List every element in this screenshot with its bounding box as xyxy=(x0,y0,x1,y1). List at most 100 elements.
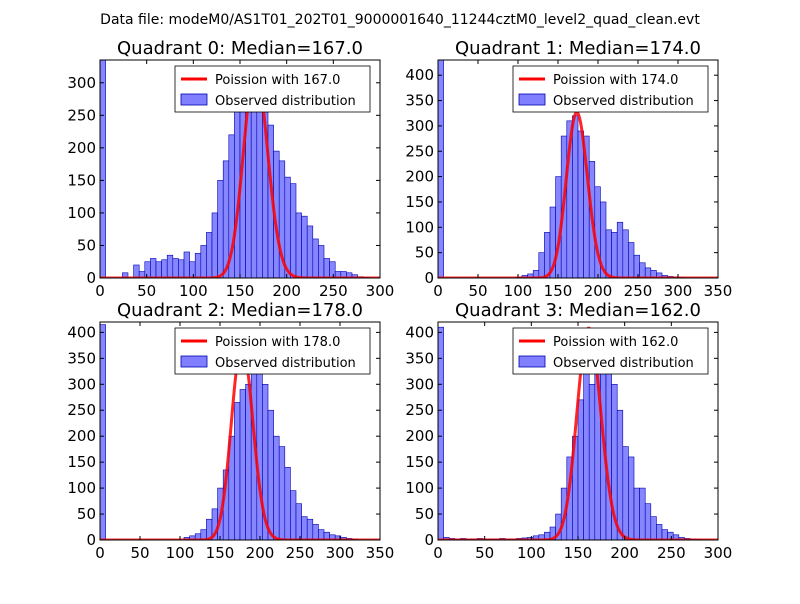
poisson-curve xyxy=(438,326,718,540)
y-tick-label: 250 xyxy=(405,142,434,160)
x-tick-label: 250 xyxy=(624,282,653,300)
legend-histogram-label: Observed distribution xyxy=(553,94,694,109)
histogram-bar xyxy=(622,446,629,540)
plot-area xyxy=(438,60,718,278)
histogram-bar xyxy=(633,487,640,540)
histogram-bar xyxy=(438,60,444,278)
histogram-bar xyxy=(312,524,319,540)
histogram-bar xyxy=(239,389,246,540)
legend-poisson-label: Poission with 178.0 xyxy=(215,335,340,350)
legend-box xyxy=(174,327,371,375)
legend-poisson-label: Poission with 162.0 xyxy=(553,335,678,350)
histogram-bar xyxy=(290,183,297,278)
y-tick-label: 350 xyxy=(405,349,434,367)
histogram-bar xyxy=(100,324,106,540)
histogram-bar xyxy=(211,212,218,278)
y-tick-label: 100 xyxy=(67,204,96,222)
y-tick-label: 100 xyxy=(67,479,96,497)
x-tick-label: 100 xyxy=(179,282,208,300)
histogram-bar xyxy=(290,490,297,540)
y-tick-label: 300 xyxy=(405,117,434,135)
x-tick-label: 300 xyxy=(664,282,693,300)
histogram-bar xyxy=(284,176,291,278)
x-tick-label: 0 xyxy=(433,544,443,562)
histogram-bar xyxy=(161,259,168,278)
histogram-bar xyxy=(217,180,224,278)
legend-box xyxy=(512,65,709,113)
histogram-bar xyxy=(323,258,330,278)
histogram-bar xyxy=(639,262,646,278)
histogram-bar xyxy=(318,529,325,540)
y-tick-label: 200 xyxy=(405,427,434,445)
chart-panel-0: 0 50 100 150 200 250 300 0 50 100 150 200 250 300 Quad… xyxy=(67,38,394,300)
histogram-bar xyxy=(301,215,308,278)
histogram-bar xyxy=(588,383,596,540)
histogram-bar xyxy=(301,516,308,540)
y-tick-label: 150 xyxy=(405,453,434,471)
legend-box xyxy=(512,327,709,375)
histogram-bar xyxy=(256,347,263,540)
x-tick-label: 50 xyxy=(137,282,156,300)
histogram-bar xyxy=(306,518,314,540)
x-tick-label: 150 xyxy=(544,282,573,300)
histogram-bar xyxy=(661,529,668,540)
histogram-bar xyxy=(622,229,629,278)
legend-histogram-swatch xyxy=(518,93,546,106)
histogram-bar xyxy=(183,251,190,278)
histogram-bar xyxy=(544,232,551,278)
histogram-bar xyxy=(639,487,646,540)
histogram-bar xyxy=(577,130,584,278)
histogram-bar xyxy=(200,245,207,278)
axes-frame xyxy=(99,321,381,541)
y-tick-label: 150 xyxy=(405,193,434,211)
x-tick-label: 200 xyxy=(584,282,613,300)
x-tick-label: 100 xyxy=(166,544,195,562)
histogram-bar xyxy=(650,516,657,540)
legend-histogram-label: Observed distribution xyxy=(553,356,694,371)
histogram-bar xyxy=(295,503,302,540)
histogram-bar xyxy=(306,225,314,278)
histogram-bar xyxy=(538,252,545,278)
chart-panel-1: 0 50 100 150 200 250 300 350 0 50 100 150 200 250 300 3… xyxy=(405,38,732,300)
y-tick-label: 0 xyxy=(424,531,434,549)
y-tick-label: 350 xyxy=(67,349,96,367)
poisson-curve xyxy=(100,67,380,278)
histogram-bar xyxy=(351,274,358,278)
histogram-bar xyxy=(577,399,584,540)
x-tick-label: 350 xyxy=(366,544,395,562)
histogram-bar xyxy=(329,261,336,278)
y-tick-label: 50 xyxy=(77,236,96,254)
histogram-bar xyxy=(295,212,302,278)
x-tick-label: 50 xyxy=(475,544,494,562)
histogram-bar xyxy=(318,245,325,278)
y-tick-label: 0 xyxy=(86,531,96,549)
x-tick-label: 300 xyxy=(326,544,355,562)
chart-panel-2: 0 50 100 150 200 250 300 350 0 50 100 150 200 250 300 3… xyxy=(67,300,394,562)
histogram-bar xyxy=(616,409,624,540)
y-tick-label: 400 xyxy=(67,323,96,341)
x-tick-label: 350 xyxy=(704,282,733,300)
chart-title: Quadrant 3: Median=162.0 xyxy=(455,300,701,321)
histogram-bar xyxy=(256,98,263,278)
histogram-bar xyxy=(144,261,151,278)
histogram-bar xyxy=(656,524,663,540)
y-tick-label: 100 xyxy=(405,218,434,236)
histogram-bar xyxy=(278,446,286,540)
histogram-bar xyxy=(189,261,196,278)
histogram-bar xyxy=(234,402,241,540)
histogram-bar xyxy=(273,435,280,540)
y-tick-label: 350 xyxy=(405,92,434,110)
histogram-bar xyxy=(155,261,162,278)
y-tick-label: 50 xyxy=(77,505,96,523)
histogram-bar xyxy=(178,259,185,278)
histogram-bar xyxy=(206,232,213,278)
chart-title: Quadrant 1: Median=174.0 xyxy=(455,38,701,59)
x-tick-label: 50 xyxy=(130,544,149,562)
x-tick-label: 200 xyxy=(610,544,639,562)
histogram-bar xyxy=(438,326,444,540)
histogram-bar xyxy=(267,409,274,540)
x-tick-label: 100 xyxy=(517,544,546,562)
histogram-bar xyxy=(644,503,652,540)
